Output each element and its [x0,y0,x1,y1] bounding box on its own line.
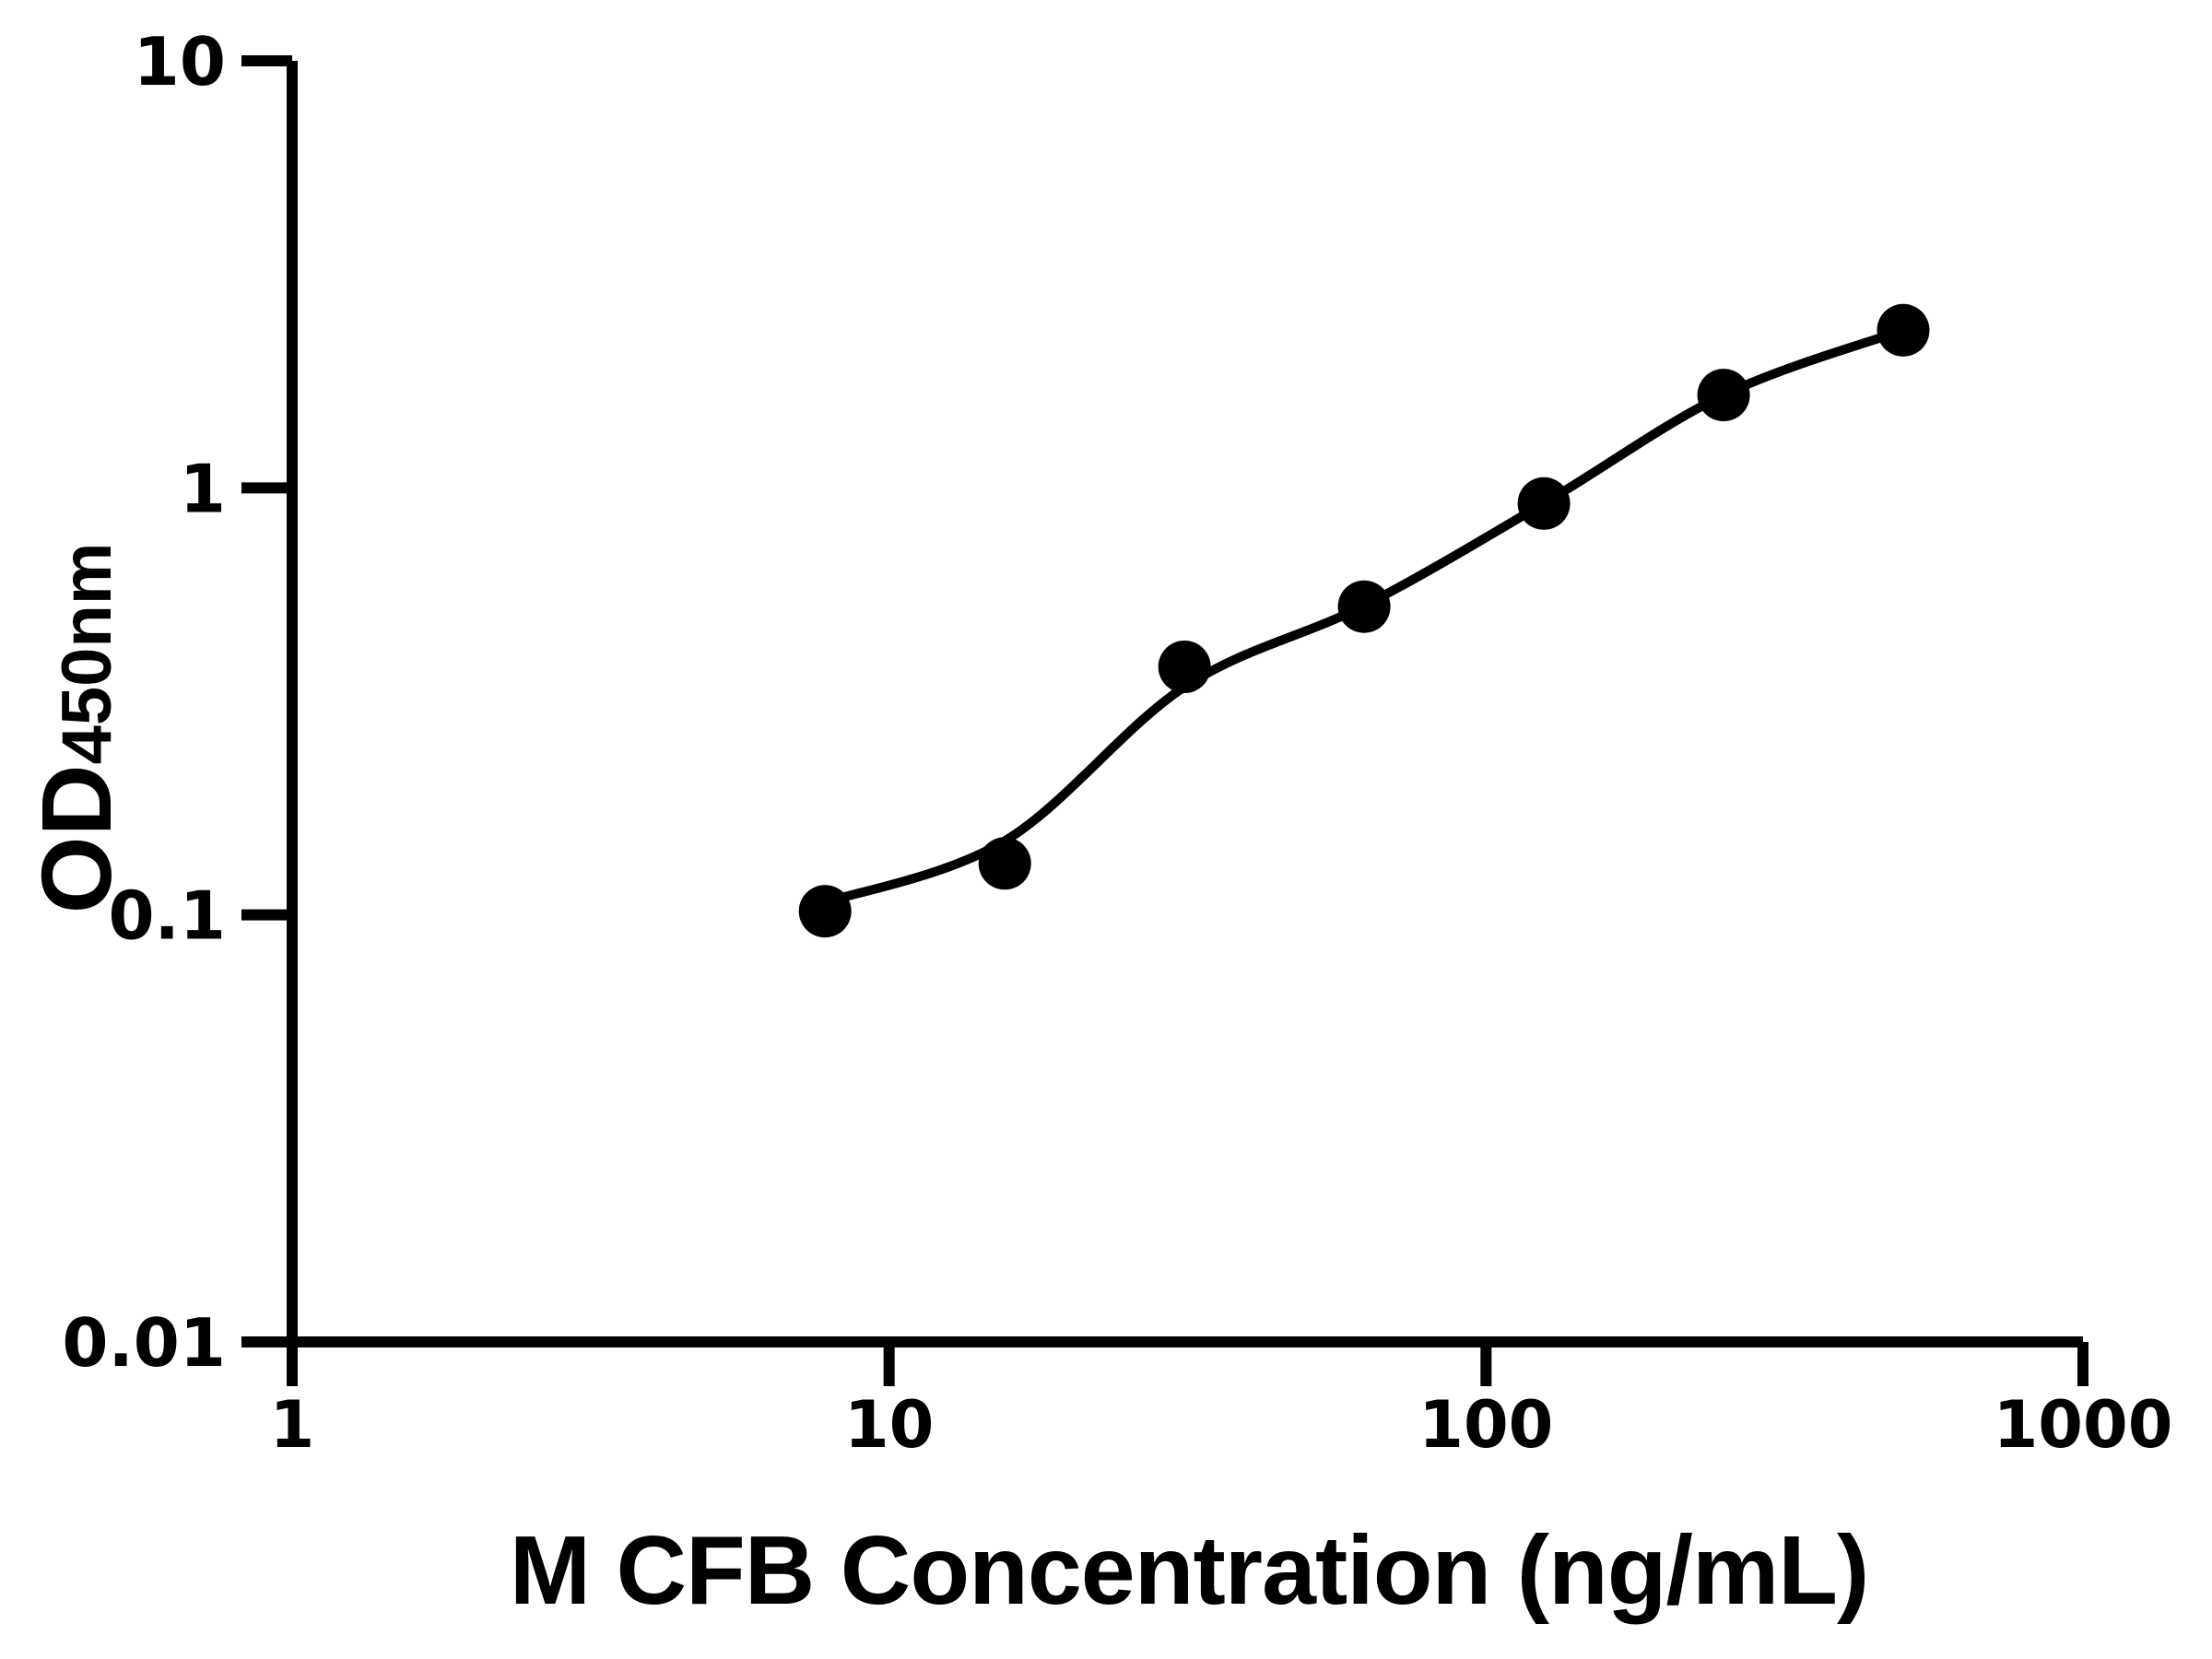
data-point [1697,369,1750,422]
x-axis-title: M CFB Concentration (ng/mL) [510,1516,1869,1625]
data-point [1517,477,1571,530]
x-tick-label: 100 [1418,1387,1553,1463]
y-tick-label: 0.1 [108,877,226,955]
x-tick-label: 1 [270,1387,315,1463]
y-tick-label: 0.01 [62,1304,226,1382]
data-point-layer [798,303,1930,938]
axis-layer: 10 1 0.1 0.01 1 10 100 1000 [62,23,2172,1463]
x-tick-label: 10 [844,1387,934,1463]
y-axis-title: OD450nm [20,543,132,914]
y-tick-label: 10 [134,23,226,100]
data-point [978,837,1031,890]
y-axis-title-main: OD [20,764,132,913]
y-tick-label: 1 [180,450,226,527]
data-point [798,885,852,938]
data-point [1877,303,1930,357]
y-axis-title-subscript: 450nm [48,543,126,765]
data-point [1337,580,1391,633]
x-tick-label: 1000 [1994,1387,2173,1463]
data-point [1158,641,1211,693]
